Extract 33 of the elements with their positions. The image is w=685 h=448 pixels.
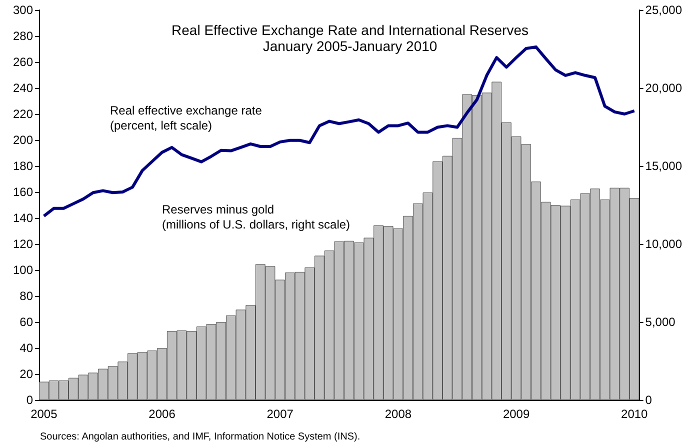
- y2-tick-label: 0: [645, 393, 652, 407]
- y-tick-label: 200: [12, 133, 34, 147]
- y-tick-label: 60: [20, 315, 34, 329]
- y-tick-label: 40: [20, 341, 34, 355]
- y2-tick-label: 5,000: [645, 315, 676, 329]
- series-label: Real effective exchange rate (percent, left scale): [110, 104, 262, 132]
- source-note: Sources: Angolan authorities, and IMF, Information Notice System (INS).: [40, 432, 360, 442]
- y-tick-label: 180: [12, 159, 34, 173]
- y-tick-label: 240: [12, 81, 34, 95]
- x-tick-label: 2007: [266, 407, 294, 421]
- y-tick-label: 0: [26, 393, 34, 407]
- y2-tick-label: 25,000: [645, 3, 682, 17]
- y-tick-label: 260: [12, 55, 34, 69]
- x-tick-label: 2006: [148, 407, 176, 421]
- series-label: Reserves minus gold (millions of U.S. dollars, right scale): [162, 202, 350, 232]
- y-tick-label: 120: [12, 237, 34, 251]
- y-tick-label: 280: [12, 29, 34, 43]
- x-tick-label: 2008: [384, 407, 412, 421]
- y-tick-label: 160: [12, 185, 34, 199]
- text: January 2005-January 2010: [262, 38, 438, 54]
- y2-tick-label: 15,000: [645, 159, 682, 173]
- text: Real Effective Exchange Rate and International Reserves: [172, 22, 528, 38]
- y-tick-label: 140: [12, 211, 34, 225]
- y-tick-label: 220: [12, 107, 34, 121]
- x-tick-label: 2010: [621, 407, 648, 421]
- y2-tick-label: 10,000: [645, 237, 682, 251]
- x-tick-label: 2005: [30, 407, 58, 421]
- y-tick-label: 300: [12, 3, 34, 17]
- y-tick-label: 100: [12, 263, 34, 277]
- y-tick-label: 80: [20, 289, 34, 303]
- y-tick-label: 20: [20, 367, 34, 381]
- x-tick-label: 2009: [502, 407, 530, 421]
- y2-tick-label: 20,000: [645, 81, 682, 95]
